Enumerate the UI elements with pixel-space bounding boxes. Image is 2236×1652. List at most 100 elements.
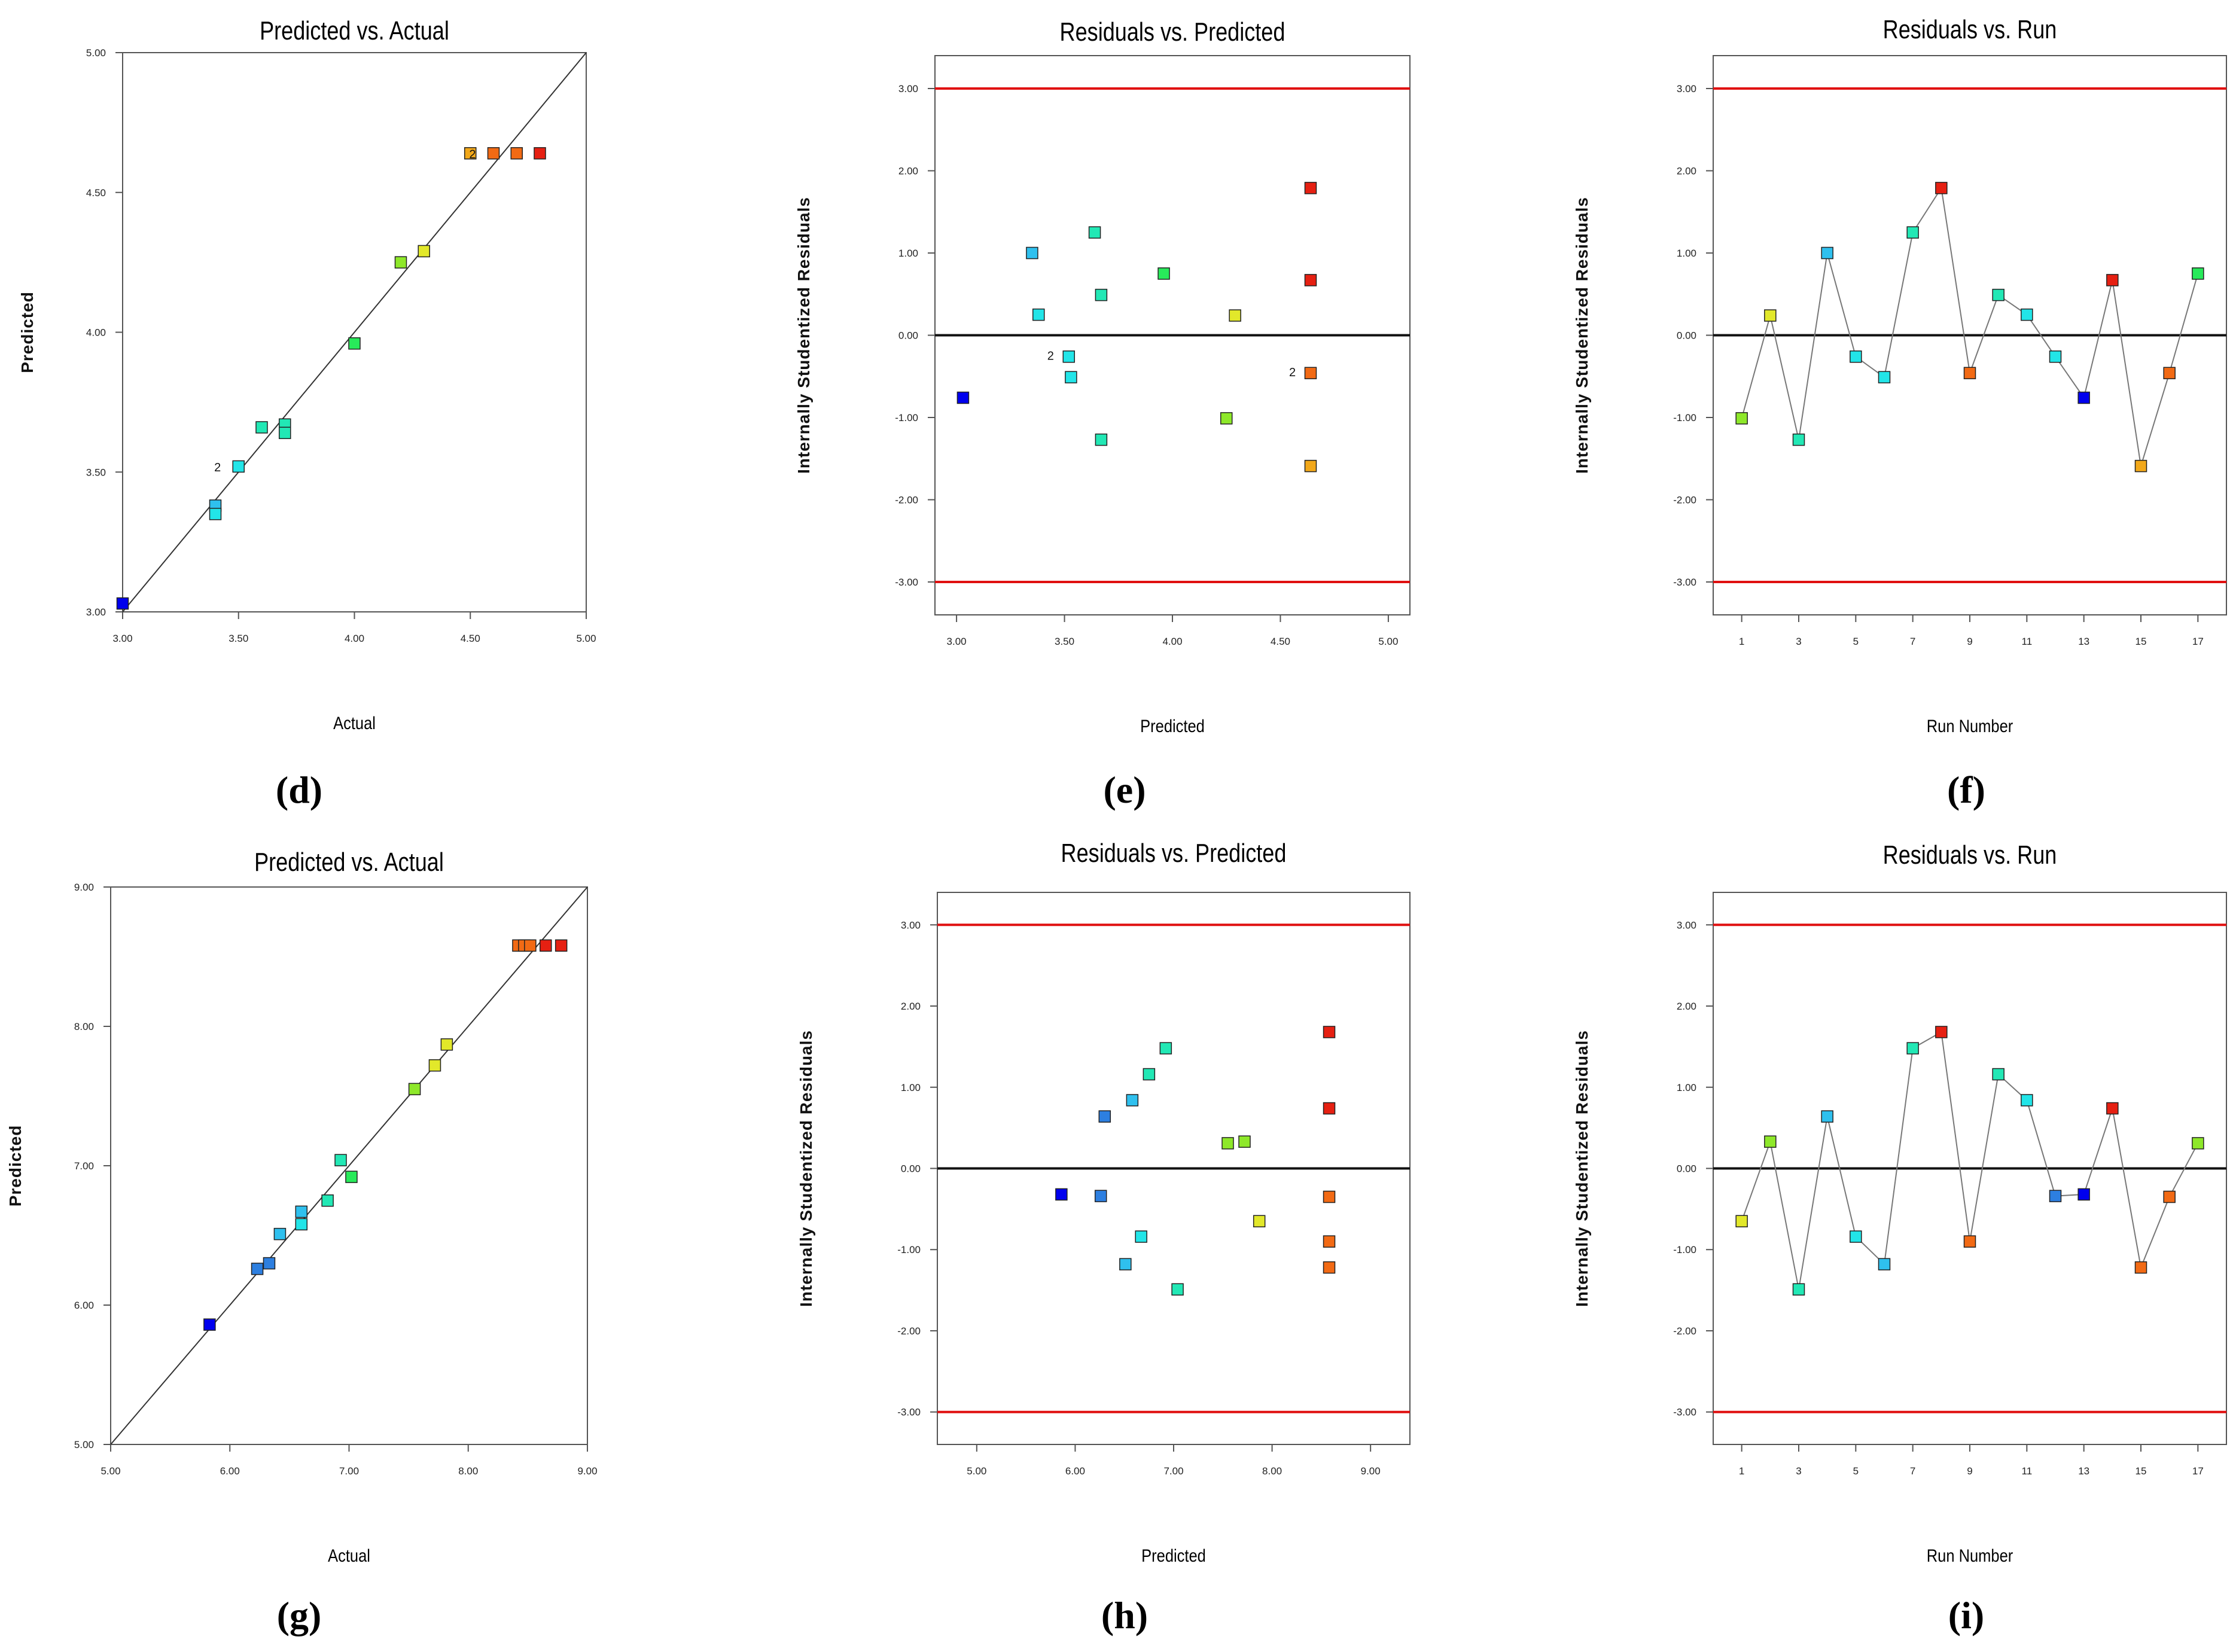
x-tick-label: 15 — [2136, 1465, 2147, 1477]
data-point — [2077, 391, 2090, 404]
panel-label: (i) — [1948, 1594, 1984, 1636]
x-tick-label: 3.50 — [229, 633, 248, 644]
data-point — [1992, 288, 2005, 301]
data-point — [1304, 274, 1317, 286]
panel-label: (f) — [1947, 769, 1985, 811]
data-point — [116, 597, 129, 610]
x-tick-label: 3.00 — [112, 633, 132, 644]
data-point — [555, 939, 568, 952]
data-point — [408, 1083, 421, 1096]
data-point — [209, 508, 222, 520]
chart-title: Residuals vs. Predicted — [1060, 17, 1285, 47]
data-point — [1098, 1110, 1111, 1123]
data-point — [956, 391, 970, 404]
data-point — [2021, 308, 2033, 321]
chart-title: Residuals vs. Run — [1883, 15, 2057, 44]
y-axis-label: Internally Studentized Residuals — [797, 1030, 815, 1307]
panel-label: (d) — [276, 769, 322, 811]
data-point — [2106, 274, 2119, 286]
x-tick-label: 5.00 — [100, 1465, 120, 1477]
data-point — [1935, 1026, 1948, 1038]
panel-g: Predicted vs. Actual 5.00 6.00 7.00 8.00 9.00… — [6, 848, 598, 1636]
x-tick-label: 9.00 — [1361, 1465, 1381, 1477]
panel-label: (h) — [1101, 1594, 1148, 1636]
data-point — [1253, 1215, 1266, 1227]
data-point — [1304, 459, 1317, 473]
y-tick-label: 2.00 — [1677, 166, 1696, 177]
data-point — [1220, 412, 1233, 425]
x-axis-label: Actual — [328, 1546, 370, 1565]
data-point — [1878, 1258, 1891, 1270]
data-point — [2021, 1094, 2033, 1107]
data-point — [348, 337, 361, 350]
data-point — [1735, 412, 1748, 425]
data-point — [1963, 1235, 1976, 1248]
data-point — [251, 1263, 264, 1275]
data-point — [487, 147, 500, 160]
x-tick-label: 9 — [1967, 636, 1972, 647]
y-tick-label: 5.00 — [86, 47, 106, 59]
data-point — [1088, 226, 1101, 239]
data-point — [1159, 1042, 1172, 1054]
panel-e: Residuals vs. Predicted 3.00 3.50 4.00 4.50 5… — [794, 17, 1411, 811]
data-point — [2192, 1137, 2204, 1150]
data-point — [2077, 1188, 2090, 1201]
x-tick-label: 9.00 — [577, 1465, 597, 1477]
x-axis-label: Actual — [333, 713, 376, 733]
data-point — [1119, 1258, 1132, 1270]
y-tick-label: 0.00 — [898, 330, 918, 342]
data-point — [279, 426, 291, 440]
y-tick-label: -2.00 — [895, 495, 918, 506]
data-point — [1055, 1188, 1068, 1201]
panel-label: (e) — [1103, 769, 1146, 811]
data-point — [1821, 246, 1833, 260]
x-tick-label: 4.50 — [1271, 636, 1290, 647]
x-tick-label: 3.00 — [947, 636, 967, 647]
y-tick-label: 0.00 — [901, 1163, 921, 1175]
data-point — [1032, 308, 1045, 321]
x-tick-label: 3 — [1796, 636, 1801, 647]
fit-line — [110, 886, 588, 1445]
y-axis-label: Internally Studentized Residuals — [1573, 1030, 1591, 1307]
data-point — [1792, 1283, 1805, 1296]
data-point — [1850, 1230, 1862, 1243]
data-point — [321, 1194, 334, 1207]
y-tick-label: 3.50 — [86, 467, 106, 478]
data-point — [2163, 367, 2176, 379]
data-point — [1906, 226, 1919, 239]
data-point — [273, 1227, 287, 1240]
y-tick-label: 1.00 — [1677, 248, 1696, 259]
data-point — [2049, 350, 2062, 363]
y-tick-label: -1.00 — [1673, 412, 1696, 423]
x-axis-label: Run Number — [1927, 716, 2013, 736]
data-point — [1323, 1235, 1336, 1248]
data-point — [2134, 1261, 2147, 1274]
data-point — [1992, 1068, 2005, 1081]
y-tick-label: 7.00 — [74, 1160, 94, 1172]
data-point — [540, 939, 552, 952]
data-point — [1764, 1135, 1777, 1148]
x-tick-label: 5.00 — [967, 1465, 986, 1477]
y-axis-label: Predicted — [6, 1125, 25, 1207]
x-tick-label: 8.00 — [1262, 1465, 1282, 1477]
x-tick-label: 11 — [2022, 1465, 2033, 1477]
x-tick-label: 4.50 — [461, 633, 480, 644]
data-point — [1143, 1068, 1156, 1081]
y-tick-label: 6.00 — [74, 1300, 94, 1311]
x-tick-label: 17 — [2192, 1465, 2204, 1477]
data-point — [1126, 1094, 1139, 1107]
y-axis-label: Predicted — [18, 291, 36, 373]
y-tick-label: 3.00 — [898, 83, 918, 95]
data-point — [1323, 1102, 1336, 1115]
y-tick-label: 1.00 — [898, 248, 918, 259]
y-tick-label: 4.00 — [86, 327, 106, 339]
data-point — [1323, 1190, 1336, 1203]
x-tick-label: 15 — [2136, 636, 2147, 647]
data-point — [2192, 267, 2204, 280]
x-tick-label: 8.00 — [458, 1465, 478, 1477]
data-point — [2163, 1190, 2176, 1203]
data-point — [1238, 1135, 1251, 1148]
x-tick-label: 4.00 — [345, 633, 364, 644]
x-tick-label: 9 — [1967, 1465, 1972, 1477]
